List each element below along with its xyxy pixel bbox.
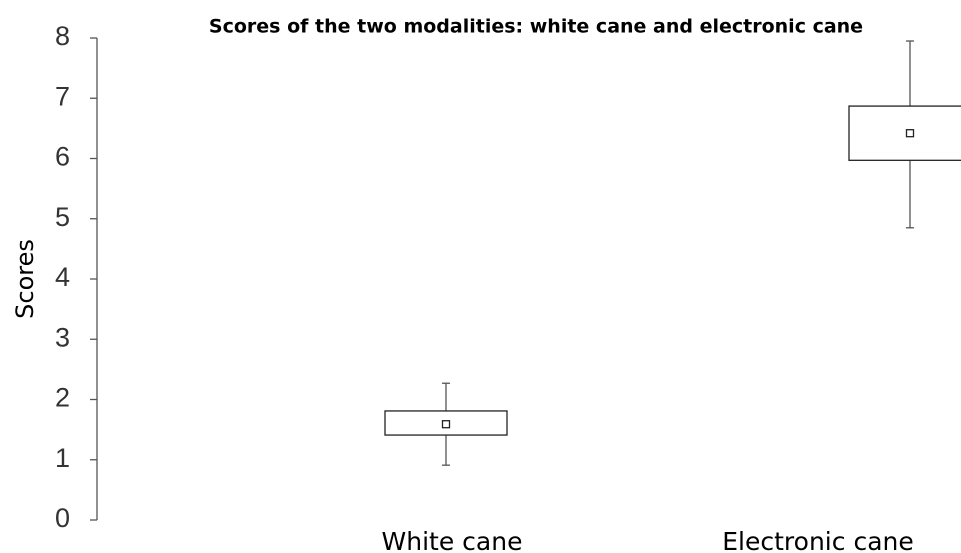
- y-tick-label: 1: [55, 443, 70, 473]
- y-tick-label: 5: [55, 202, 70, 232]
- y-tick-label: 0: [55, 503, 70, 533]
- y-tick-label: 7: [55, 81, 70, 111]
- y-axis-label: Scores: [11, 239, 39, 319]
- y-tick-label: 6: [55, 142, 70, 172]
- x-tick-label: Electronic cane: [722, 527, 913, 553]
- chart-title: Scores of the two modalities: white cane…: [209, 16, 863, 38]
- y-tick-label: 8: [55, 21, 70, 51]
- mean-marker: [905, 129, 915, 138]
- mean-marker: [441, 420, 451, 429]
- y-tick-label: 2: [55, 383, 70, 413]
- box: [848, 105, 961, 161]
- y-tick-label: 3: [55, 322, 70, 352]
- x-tick-label: White cane: [382, 527, 523, 553]
- y-tick-label: 4: [55, 262, 70, 292]
